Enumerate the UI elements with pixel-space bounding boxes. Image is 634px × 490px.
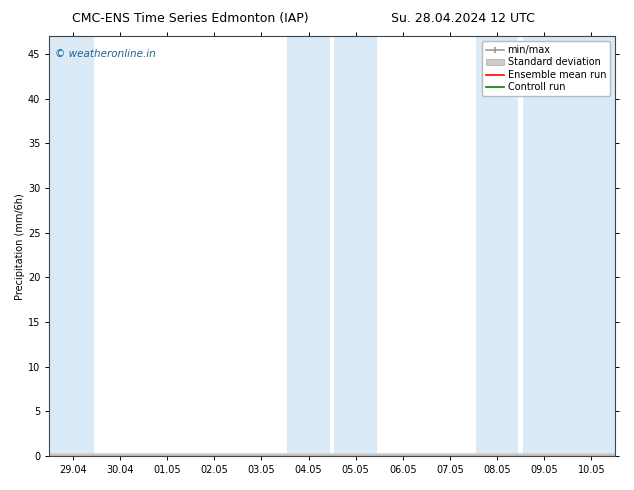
Text: Su. 28.04.2024 12 UTC: Su. 28.04.2024 12 UTC <box>391 12 534 25</box>
Bar <box>334 36 377 456</box>
Bar <box>49 36 94 456</box>
Bar <box>287 36 330 456</box>
Bar <box>523 36 615 456</box>
Text: CMC-ENS Time Series Edmonton (IAP): CMC-ENS Time Series Edmonton (IAP) <box>72 12 309 25</box>
Bar <box>476 36 518 456</box>
Legend: min/max, Standard deviation, Ensemble mean run, Controll run: min/max, Standard deviation, Ensemble me… <box>482 41 610 96</box>
Text: © weatheronline.in: © weatheronline.in <box>55 49 156 59</box>
Y-axis label: Precipitation (mm/6h): Precipitation (mm/6h) <box>15 193 25 299</box>
